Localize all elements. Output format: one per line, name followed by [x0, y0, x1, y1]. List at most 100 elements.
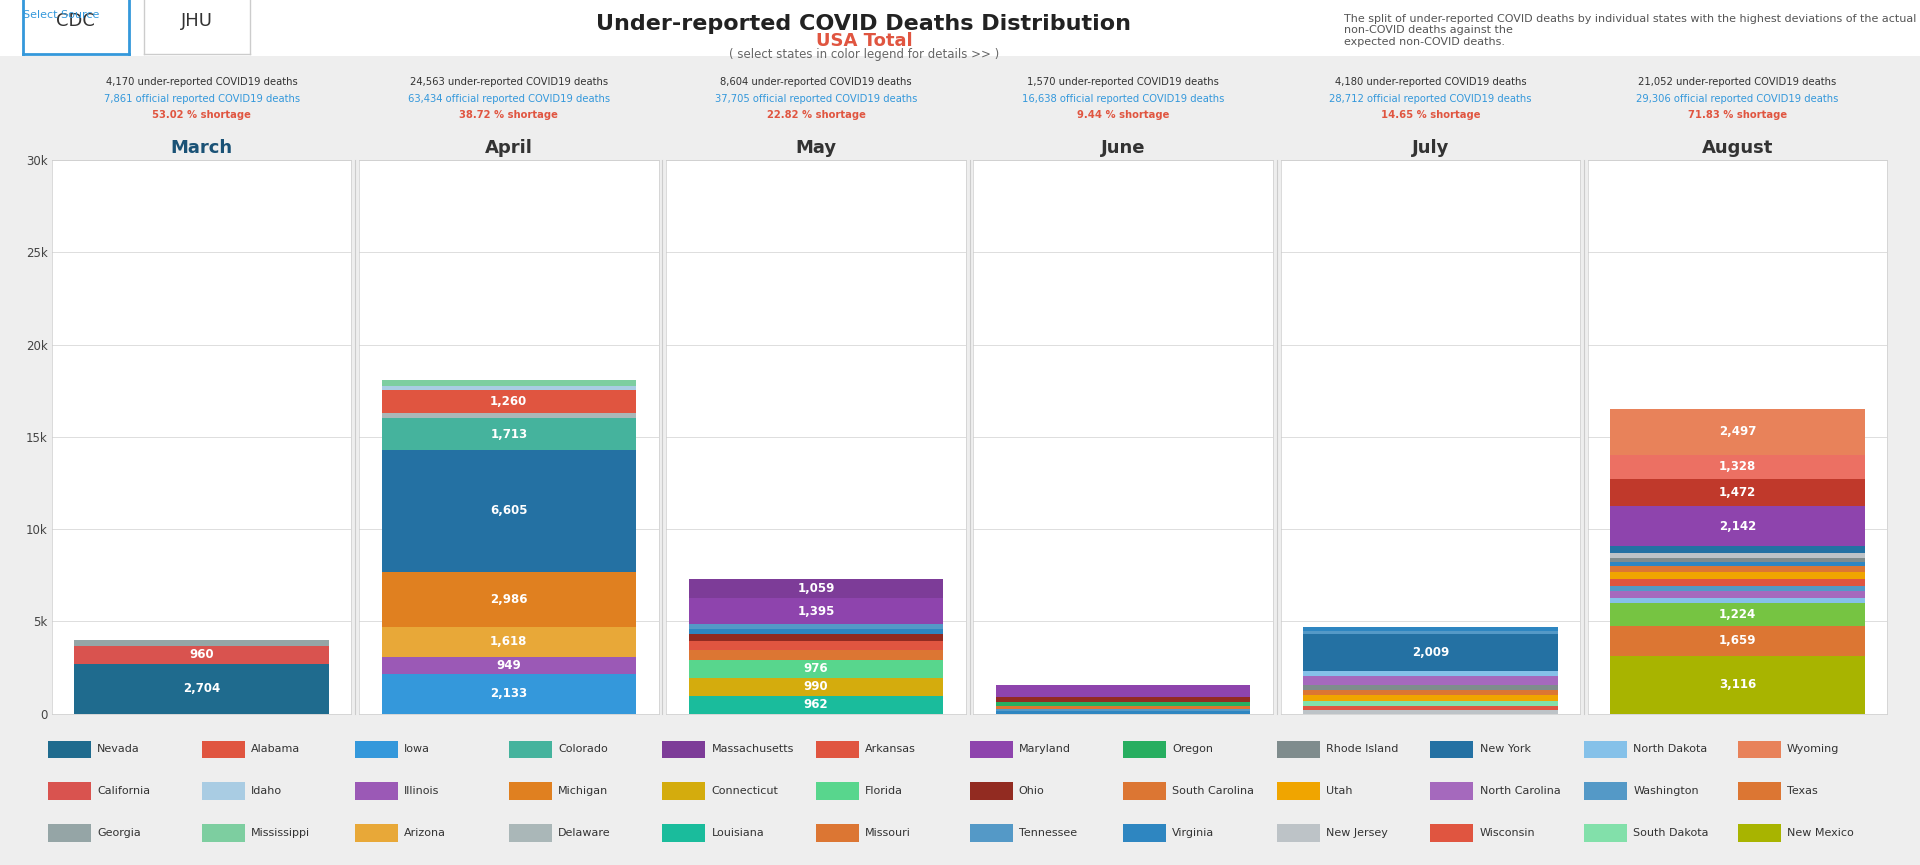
Text: 4,170 under-reported COVID19 deaths: 4,170 under-reported COVID19 deaths [106, 77, 298, 87]
Text: 990: 990 [804, 680, 828, 693]
Text: 16,638 official reported COVID19 deaths: 16,638 official reported COVID19 deaths [1021, 93, 1225, 104]
Bar [75, 640, 328, 646]
Text: Wisconsin: Wisconsin [1480, 828, 1536, 838]
Text: 962: 962 [804, 698, 828, 711]
Text: 71.83 % shortage: 71.83 % shortage [1688, 110, 1788, 120]
Bar [1611, 546, 1864, 553]
Text: South Dakota: South Dakota [1634, 828, 1709, 838]
Bar [1304, 706, 1557, 710]
Bar [689, 579, 943, 599]
Bar [1277, 740, 1319, 758]
Title: April: April [486, 139, 532, 157]
Text: 1,570 under-reported COVID19 deaths: 1,570 under-reported COVID19 deaths [1027, 77, 1219, 87]
Bar [382, 390, 636, 413]
Bar [382, 657, 636, 674]
Bar [662, 824, 705, 842]
Text: 7,861 official reported COVID19 deaths: 7,861 official reported COVID19 deaths [104, 93, 300, 104]
Bar [689, 633, 943, 641]
Text: Oregon: Oregon [1173, 744, 1213, 754]
Text: Georgia: Georgia [98, 828, 140, 838]
Bar [1738, 782, 1780, 800]
Text: New Jersey: New Jersey [1327, 828, 1388, 838]
Bar [1430, 782, 1473, 800]
Bar [48, 824, 90, 842]
Text: Rhode Island: Rhode Island [1327, 744, 1398, 754]
Text: Tennessee: Tennessee [1020, 828, 1077, 838]
Text: Connecticut: Connecticut [712, 786, 778, 796]
Text: Michigan: Michigan [559, 786, 609, 796]
Bar [689, 629, 943, 633]
Bar [1304, 685, 1557, 690]
Bar [1611, 598, 1864, 603]
Text: 14.65 % shortage: 14.65 % shortage [1380, 110, 1480, 120]
Bar [1430, 824, 1473, 842]
Bar [816, 824, 858, 842]
Bar [1123, 824, 1165, 842]
Text: 28,712 official reported COVID19 deaths: 28,712 official reported COVID19 deaths [1329, 93, 1532, 104]
Text: USA Total: USA Total [816, 32, 912, 49]
Bar [970, 782, 1012, 800]
Text: 4,180 under-reported COVID19 deaths: 4,180 under-reported COVID19 deaths [1334, 77, 1526, 87]
Bar [1611, 591, 1864, 598]
Text: North Dakota: North Dakota [1634, 744, 1707, 754]
Bar [382, 419, 636, 450]
Text: North Carolina: North Carolina [1480, 786, 1561, 796]
Bar [382, 572, 636, 627]
Bar [1430, 740, 1473, 758]
Text: 29,306 official reported COVID19 deaths: 29,306 official reported COVID19 deaths [1636, 93, 1839, 104]
Text: The split of under-reported COVID deaths by individual states with the highest d: The split of under-reported COVID deaths… [1344, 14, 1916, 47]
Bar [689, 599, 943, 624]
Text: Ohio: Ohio [1020, 786, 1044, 796]
Text: Colorado: Colorado [559, 744, 609, 754]
Text: Idaho: Idaho [252, 786, 282, 796]
Bar [1584, 824, 1626, 842]
Bar [202, 740, 244, 758]
Bar [970, 740, 1012, 758]
Title: June: June [1100, 139, 1146, 157]
Bar [509, 824, 551, 842]
Text: New York: New York [1480, 744, 1530, 754]
Bar [382, 674, 636, 714]
Bar [1611, 553, 1864, 558]
Text: 1,224: 1,224 [1718, 608, 1757, 621]
Bar [355, 824, 397, 842]
Text: 2,704: 2,704 [182, 682, 221, 695]
Bar [689, 677, 943, 695]
Bar [996, 706, 1250, 708]
Bar [689, 641, 943, 650]
Bar [1584, 740, 1626, 758]
Bar [689, 624, 943, 629]
Bar [48, 782, 90, 800]
Bar [1611, 562, 1864, 567]
Bar [1611, 603, 1864, 625]
Bar [1611, 586, 1864, 591]
Bar [1304, 627, 1557, 631]
Bar [1611, 479, 1864, 506]
Bar [1611, 408, 1864, 455]
Bar [1611, 625, 1864, 657]
Text: 2,497: 2,497 [1718, 426, 1757, 439]
Text: South Carolina: South Carolina [1173, 786, 1254, 796]
Title: August: August [1701, 139, 1774, 157]
Text: JHU: JHU [180, 12, 213, 30]
Text: 1,713: 1,713 [490, 427, 528, 440]
Bar [689, 650, 943, 660]
Text: Louisiana: Louisiana [712, 828, 764, 838]
Text: Illinois: Illinois [405, 786, 440, 796]
Text: CDC: CDC [56, 12, 96, 30]
Text: 960: 960 [190, 649, 213, 662]
Bar [816, 740, 858, 758]
Bar [1611, 580, 1864, 586]
Text: Select Source: Select Source [23, 10, 100, 21]
Bar [202, 824, 244, 842]
Text: 1,472: 1,472 [1718, 486, 1757, 499]
Text: Mississippi: Mississippi [252, 828, 309, 838]
Text: ( select states in color legend for details >> ): ( select states in color legend for deta… [730, 48, 998, 61]
Bar [1123, 740, 1165, 758]
Text: Virginia: Virginia [1173, 828, 1215, 838]
Text: Nevada: Nevada [98, 744, 140, 754]
Text: 53.02 % shortage: 53.02 % shortage [152, 110, 252, 120]
Text: Wyoming: Wyoming [1788, 744, 1839, 754]
Bar [75, 663, 328, 714]
Text: Texas: Texas [1788, 786, 1818, 796]
